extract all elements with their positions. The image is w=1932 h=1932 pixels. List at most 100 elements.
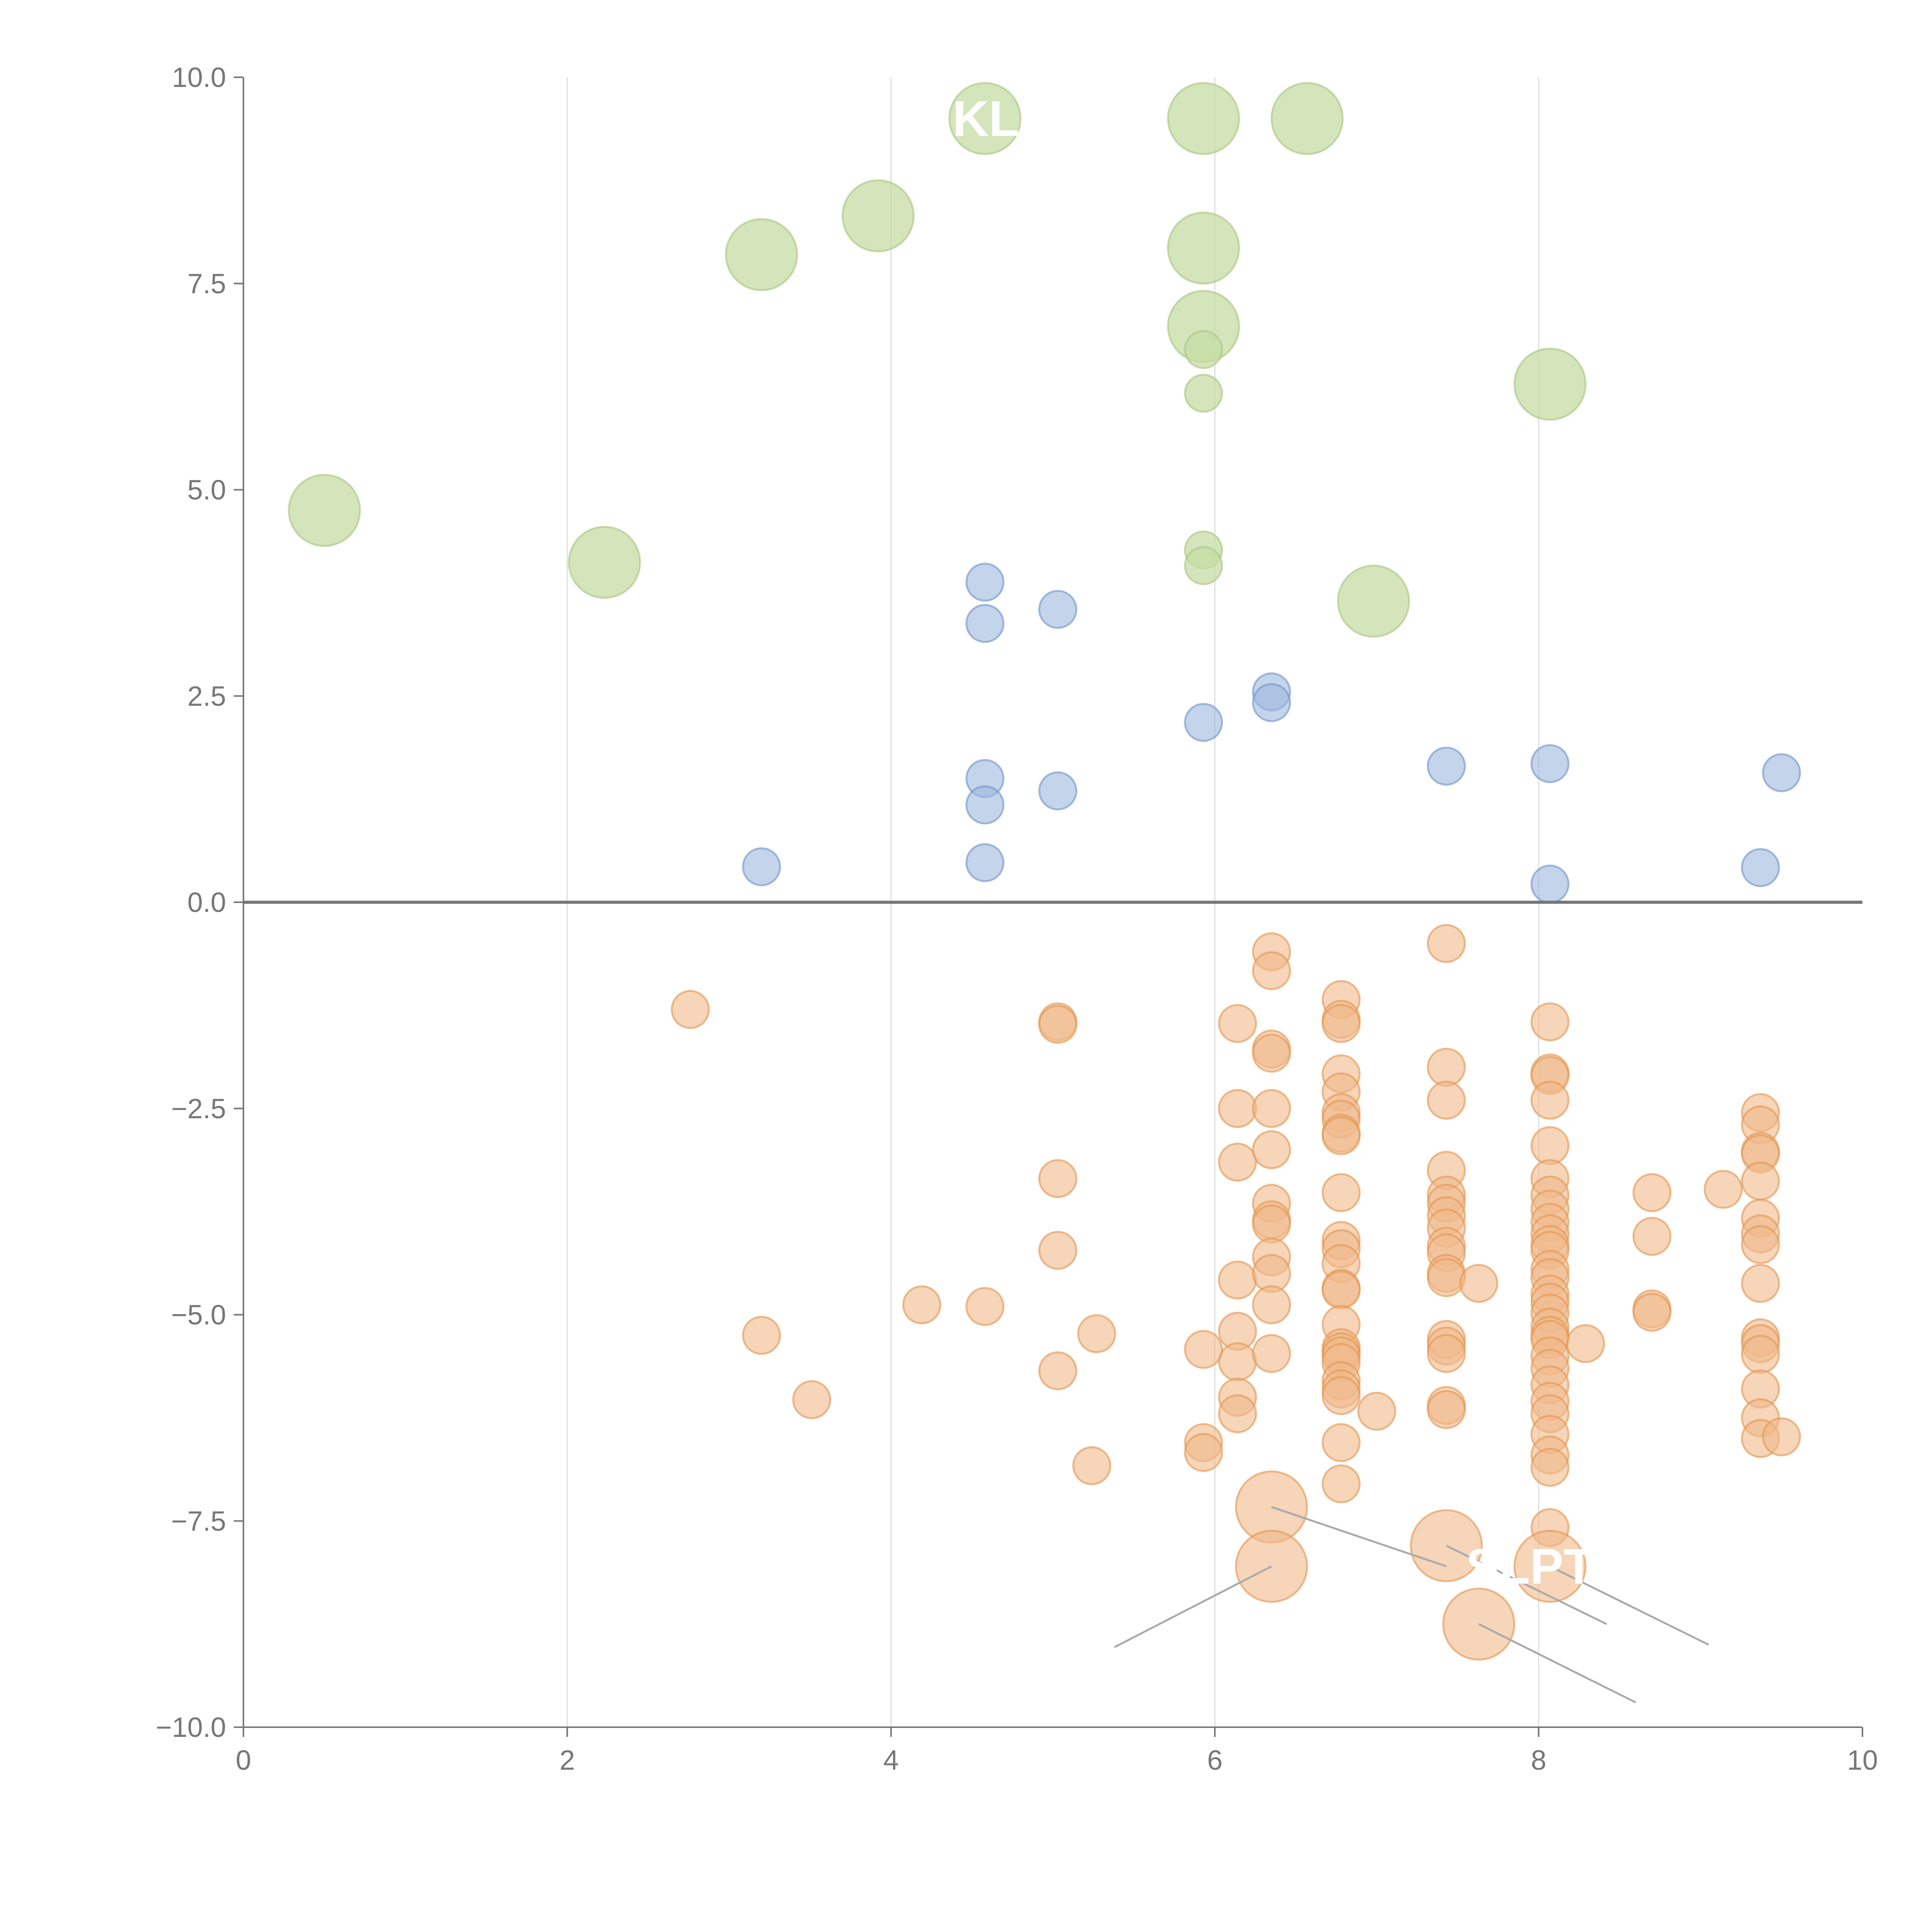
- bubble-negative: [1741, 1264, 1780, 1303]
- bubble-negative: [1218, 1089, 1257, 1128]
- bubble-negative: [1252, 1089, 1291, 1128]
- x-tick-label: 10: [1847, 1745, 1878, 1776]
- bubble-large-small: [1184, 330, 1223, 369]
- bubble-negative: [1038, 1005, 1078, 1044]
- annotation-leader-line: [1114, 1565, 1272, 1648]
- bubble-negative: [1218, 1260, 1257, 1300]
- bubble-negative: [965, 1287, 1005, 1326]
- y-tick-label: −7.5: [171, 1506, 226, 1537]
- bubble-large: [725, 218, 798, 291]
- bubble-negative: [670, 990, 710, 1029]
- bubble-negative: [1427, 1080, 1466, 1120]
- bubble-negative: [792, 1380, 832, 1419]
- bubble-positive: [1427, 747, 1466, 786]
- bubble-negative: [1741, 1162, 1780, 1201]
- x-tick-label: 0: [236, 1745, 251, 1776]
- bubble-negative: [1218, 1004, 1257, 1043]
- bubble-negative: [1632, 1217, 1672, 1256]
- bubble-negative: [1072, 1446, 1112, 1485]
- bubble-large: [568, 526, 641, 599]
- bubble-negative: [1038, 1231, 1078, 1270]
- bubble-negative: [1704, 1170, 1743, 1209]
- bubble-negative: [1184, 1433, 1223, 1472]
- bubble-negative: [1252, 1034, 1291, 1073]
- bubble-large: [1337, 565, 1410, 638]
- bubble-negative: [1218, 1143, 1257, 1182]
- bubble-negative: [1252, 1130, 1291, 1169]
- bubble-negative: [1530, 1080, 1570, 1120]
- bubble-positive: [1038, 590, 1078, 629]
- bubble-negative: [1038, 1351, 1078, 1391]
- bubble-large-small: [1184, 546, 1223, 585]
- bubble-large-small: [1184, 374, 1223, 413]
- bubble-negative: [1762, 1417, 1801, 1456]
- bubble-negative: [1427, 1334, 1466, 1373]
- bubble-large: [841, 179, 915, 253]
- bubble-negative: [1427, 1390, 1466, 1429]
- annotation-leader-line: [1549, 1565, 1709, 1646]
- y-tick-label: 7.5: [187, 269, 226, 299]
- bubble-negative: [1427, 1048, 1466, 1087]
- axes: 0 2 4 6 8 10 10.0 7.5 5.0 2.5 0.0 −2.5 −5.0 −7.5 −10.0: [156, 62, 1878, 1776]
- bubble-large: [948, 82, 1022, 155]
- x-tick-label: 8: [1531, 1745, 1546, 1776]
- bubble-negative: [1427, 924, 1466, 963]
- bubble-negative: [1184, 1330, 1223, 1369]
- bubble-negative: [1218, 1394, 1257, 1434]
- bubble-negative: [1427, 1258, 1466, 1297]
- bubble-negative: [1530, 1126, 1570, 1165]
- bubble-positive: [1184, 703, 1223, 742]
- bubble-negative: [1321, 1423, 1361, 1462]
- bubble-positive: [742, 847, 781, 886]
- bubble-negative: [1252, 1285, 1291, 1325]
- bubble-positive: [1741, 848, 1780, 887]
- bubble-negative: [1077, 1314, 1116, 1354]
- bubble-negative: [1321, 1376, 1361, 1415]
- bubble-negative: [1321, 1004, 1361, 1043]
- bubble-positive: [1252, 683, 1291, 722]
- bubble-negative: [1741, 1335, 1780, 1374]
- bubble-negative-large: [1235, 1530, 1308, 1603]
- bubble-negative: [1321, 1173, 1361, 1213]
- y-tick-label: −2.5: [171, 1094, 226, 1124]
- bubble-large: [1167, 211, 1240, 285]
- y-tick-label: 2.5: [187, 681, 226, 712]
- bubbles: [288, 82, 1801, 1661]
- bubble-positive: [965, 843, 1005, 883]
- bubble-large: [1270, 82, 1344, 155]
- bubble-positive: [1530, 744, 1570, 783]
- bubble-negative: [902, 1285, 942, 1325]
- bubble-negative: [1252, 1334, 1291, 1373]
- bubble-negative: [742, 1316, 781, 1355]
- bubble-negative: [1321, 1270, 1361, 1310]
- annotation-label: KL: [952, 90, 1019, 147]
- bubble-positive: [1762, 753, 1801, 793]
- annotation-label: SLPT: [1466, 1538, 1594, 1595]
- bubble-positive: [965, 785, 1005, 825]
- y-tick-label: 5.0: [187, 475, 226, 506]
- annotation-leaders: [1114, 1506, 1709, 1704]
- x-tick-label: 2: [560, 1745, 575, 1776]
- y-tick-label: −5.0: [171, 1300, 226, 1331]
- bubble-positive: [1038, 771, 1078, 811]
- x-tick-label: 4: [883, 1745, 899, 1776]
- bubble-negative: [1741, 1225, 1780, 1264]
- bubble-negative: [1459, 1264, 1498, 1303]
- y-tick-label: −10.0: [156, 1712, 226, 1743]
- bubble-large: [1513, 347, 1587, 421]
- bubble-negative: [1252, 951, 1291, 990]
- bubble-positive: [965, 563, 1005, 602]
- bubble-negative: [1321, 1116, 1361, 1155]
- y-tick-label: 0.0: [187, 887, 226, 918]
- annotations: KL SLPT: [952, 90, 1594, 1595]
- annotation-leader-line: [1446, 1545, 1607, 1625]
- bubble-large: [288, 474, 361, 547]
- bubble-negative: [1038, 1159, 1078, 1198]
- bubble-positive: [965, 604, 1005, 643]
- bubble-negative: [1530, 1447, 1570, 1487]
- bubble-negative: [1252, 1204, 1291, 1244]
- bubble-large: [1167, 82, 1240, 155]
- bubble-negative: [1357, 1391, 1396, 1431]
